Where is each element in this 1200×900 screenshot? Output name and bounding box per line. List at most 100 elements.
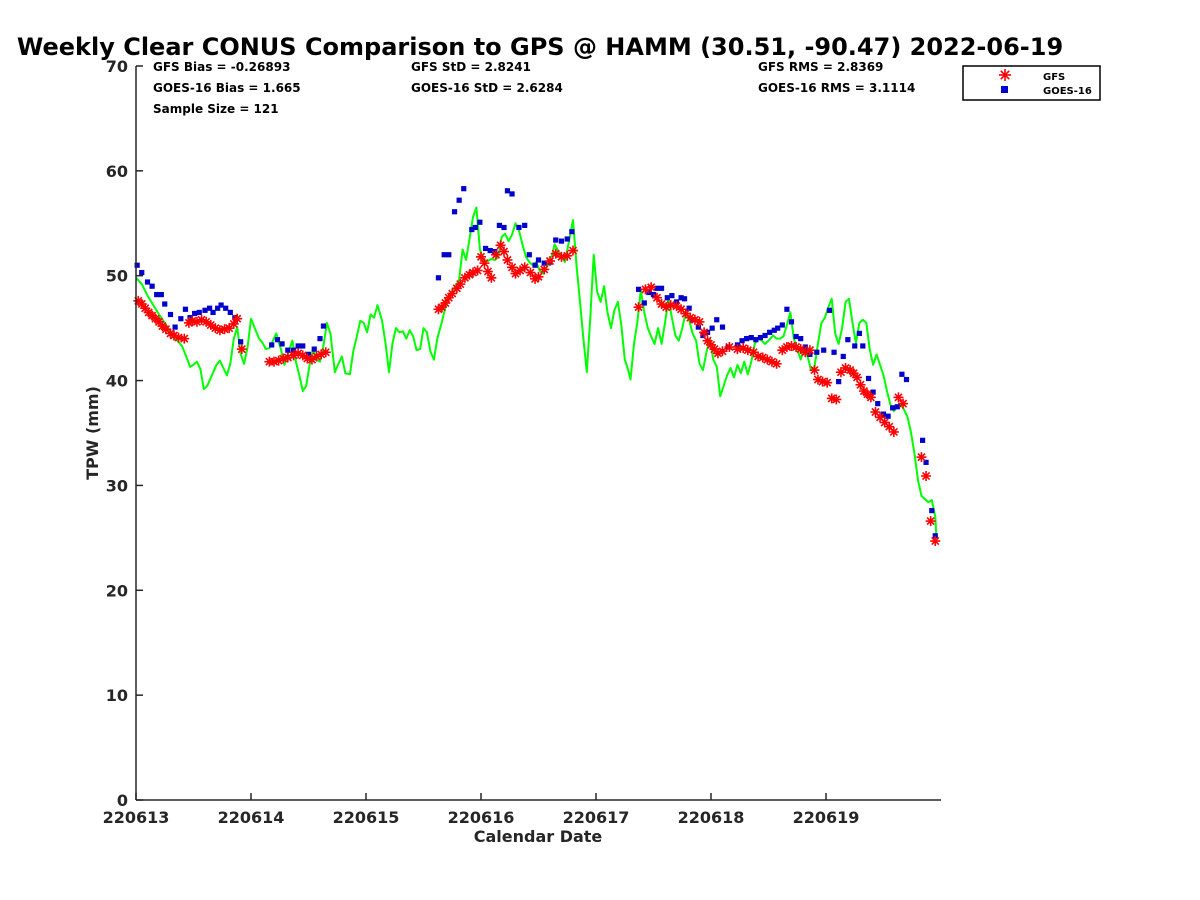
gfs-point — [455, 279, 466, 290]
y-tick-label: 10 — [106, 686, 128, 705]
y-tick-label: 20 — [106, 581, 128, 600]
goes-16-point — [285, 347, 291, 353]
goes-16-point — [890, 405, 896, 411]
goes-16-point — [139, 269, 145, 276]
goes-16-point — [509, 191, 515, 197]
gfs-point — [822, 377, 833, 388]
gfs-point — [320, 347, 331, 358]
goes-16-point — [178, 316, 184, 322]
goes-16-point — [202, 307, 208, 313]
gfs-point — [539, 264, 550, 275]
goes-16-point — [472, 224, 478, 231]
x-ticks: 220613 220614 220615 220616 220617 220618 2206… — [103, 793, 859, 827]
gfs-point — [236, 344, 247, 355]
goes-16-point — [207, 305, 213, 311]
goes-16-point — [441, 252, 447, 258]
goes-16-point — [487, 247, 493, 254]
goes-16-point — [504, 188, 511, 194]
gfs-point — [925, 516, 936, 527]
goes-16-point — [227, 309, 233, 316]
gfs-point — [486, 272, 497, 283]
goes-16-point — [739, 338, 745, 344]
axes — [135, 66, 941, 801]
goes-16-point — [821, 347, 827, 353]
goes-16-point — [686, 305, 692, 311]
goes-16-point — [274, 337, 281, 343]
legend: GFS GOES-16 — [962, 65, 1101, 101]
gfs-point — [510, 268, 521, 279]
x-tick-label: 220617 — [563, 808, 630, 827]
goes-16-point — [162, 301, 168, 307]
gfs-point — [568, 245, 578, 256]
goes-16-point — [793, 333, 799, 340]
goes-16-point — [788, 319, 795, 325]
goes-16-point — [446, 252, 452, 258]
gfs-point — [533, 271, 544, 282]
x-tick-label: 220616 — [448, 808, 515, 827]
y-tick-label: 30 — [106, 476, 128, 495]
chart-title: Weekly Clear CONUS Comparison to GPS @ H… — [17, 33, 1063, 61]
gfs-point — [179, 333, 190, 344]
goes-16-point — [831, 349, 837, 355]
goes-16-point — [802, 344, 808, 350]
goes-16-point — [461, 186, 467, 192]
goes-16-point — [669, 293, 675, 299]
y-tick-label: 0 — [117, 791, 128, 810]
legend-goes-label: GOES-16 — [1043, 86, 1092, 97]
goes-16-point — [154, 291, 160, 298]
y-tick-label: 50 — [106, 267, 128, 286]
goes-16-point — [654, 285, 660, 291]
goes-16-point — [932, 533, 938, 539]
stat-gfs-bias: GFS Bias = -0.26893 — [153, 60, 290, 74]
goes-16-point — [469, 226, 475, 233]
goes-16-point — [311, 346, 317, 352]
goes-16-point — [492, 248, 498, 255]
goes-16-point — [477, 219, 483, 225]
goes-16-point — [695, 324, 701, 330]
gfs-point — [898, 398, 909, 409]
goes-16-point — [929, 507, 935, 514]
goes-16-point — [279, 341, 285, 347]
gfs-point — [479, 258, 490, 269]
gfs-point — [525, 267, 536, 278]
goes-16-point — [641, 300, 647, 306]
goes-16-point — [798, 336, 804, 342]
goes-16-point — [558, 238, 565, 244]
goes-16-point — [775, 325, 781, 331]
gfs-point — [646, 282, 657, 293]
gfs-point — [699, 327, 710, 338]
goes-16-point — [167, 311, 174, 318]
gfs-point — [160, 324, 171, 335]
goes-16-point — [856, 330, 862, 336]
goes-16-point — [238, 339, 244, 345]
goes-16-point — [744, 336, 750, 342]
gfs-point — [232, 313, 243, 324]
goes-16-point — [501, 224, 507, 231]
goes-16-point — [709, 325, 715, 331]
gfs-point — [748, 347, 759, 358]
gfs-point — [680, 308, 691, 319]
gfs-point — [490, 249, 501, 260]
gfs-point — [916, 452, 927, 463]
goes-16-point — [320, 323, 327, 329]
goes-16-point — [269, 342, 275, 348]
legend-gfs-asterisk — [999, 69, 1011, 81]
x-tick-label: 220618 — [678, 808, 745, 827]
statistics-annotations: GFS Bias = -0.26893 GOES-16 Bias = 1.665… — [153, 60, 915, 116]
goes-16-point — [784, 306, 790, 312]
goes-16-point — [870, 389, 876, 395]
goes-16-point — [218, 302, 224, 308]
y-tick-label: 40 — [106, 372, 128, 391]
gfs-point — [550, 248, 561, 259]
goes-16-point — [852, 343, 858, 349]
goes-16-point — [210, 309, 216, 316]
goes-16-point — [215, 305, 221, 311]
goes-16-point — [845, 337, 851, 343]
gfs-point — [888, 426, 899, 437]
goes-16-point — [196, 309, 202, 316]
gfs-point — [482, 266, 493, 277]
gfs-point — [651, 292, 662, 303]
goes-16-point — [300, 343, 306, 349]
gfs-series — [133, 240, 941, 547]
goes-16-point — [840, 353, 846, 360]
